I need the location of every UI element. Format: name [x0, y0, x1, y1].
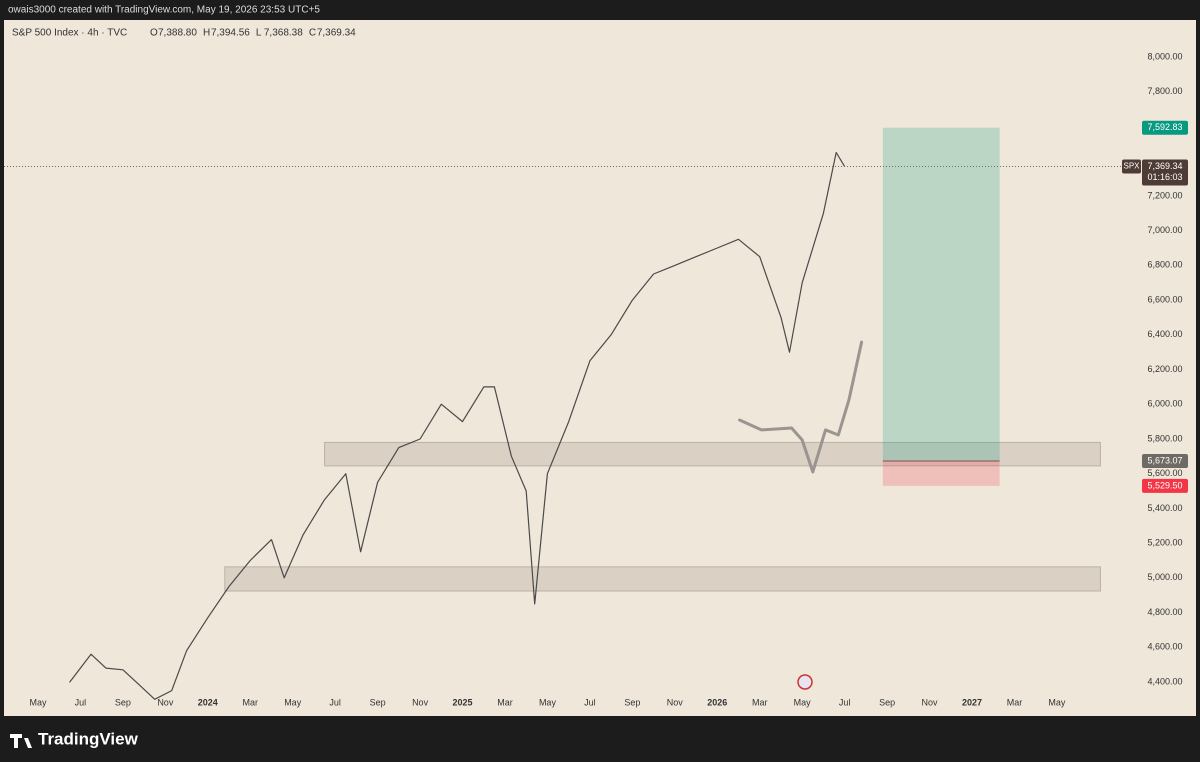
ohlc-value: 7,394.56 [211, 28, 250, 39]
x-tick-label: Jul [839, 697, 851, 707]
x-tick-label: Sep [115, 697, 131, 707]
ohlc-key: O [150, 28, 158, 39]
chart-title: S&P 500 Index · 4h · TVC [12, 28, 127, 39]
price-badge-label: 5,673.07 [1147, 455, 1182, 465]
x-tick-label: 2025 [453, 697, 473, 707]
y-tick-label: 5,600.00 [1147, 468, 1182, 478]
symbol-badge [1122, 159, 1141, 174]
price-badge-label: 5,529.50 [1147, 480, 1182, 490]
y-tick-label: 5,200.00 [1147, 537, 1182, 547]
price-badge [1142, 453, 1188, 468]
x-tick-label: Sep [879, 697, 895, 707]
y-tick-label: 5,800.00 [1147, 433, 1182, 443]
y-tick-label: 5,400.00 [1147, 503, 1182, 513]
y-tick-label: 7,200.00 [1147, 190, 1182, 200]
event-icon[interactable] [797, 674, 813, 690]
x-tick-label: Nov [922, 697, 939, 707]
x-tick-label: Jul [584, 697, 596, 707]
x-tick-label: Sep [370, 697, 386, 707]
x-tick-label: Nov [667, 697, 684, 707]
x-tick-label: Mar [497, 697, 513, 707]
symbol-label: SPX [1123, 162, 1140, 171]
y-tick-label: 7,000.00 [1147, 225, 1182, 235]
ohlc-value: 7,368.38 [264, 28, 303, 39]
x-tick-label: May [539, 697, 557, 707]
x-tick-label: 2026 [707, 697, 727, 707]
x-tick-label: Jul [75, 697, 87, 707]
x-tick-label: Mar [752, 697, 768, 707]
y-tick-label: 6,800.00 [1147, 260, 1182, 270]
y-tick-label: 7,800.00 [1147, 86, 1182, 96]
ohlc-key: C [309, 28, 316, 39]
y-tick-label: 5,000.00 [1147, 572, 1182, 582]
x-tick-label: Nov [412, 697, 429, 707]
y-tick-label: 6,600.00 [1147, 294, 1182, 304]
price-badge-label: 7,592.83 [1147, 122, 1182, 132]
zone [324, 441, 1101, 467]
price-line [69, 151, 846, 700]
credit: owais3000 created with TradingView.com, … [8, 5, 320, 16]
y-tick-label: 4,400.00 [1147, 676, 1182, 686]
y-tick-label: 6,000.00 [1147, 399, 1182, 409]
zone [224, 566, 1101, 592]
price-badge [1142, 120, 1188, 135]
price-badge [1142, 478, 1188, 493]
loss-zone [882, 460, 1000, 486]
logo-icon [10, 734, 32, 748]
price-line [738, 340, 864, 474]
y-tick-label: 4,600.00 [1147, 642, 1182, 652]
ohlc-key: H [203, 28, 210, 39]
x-tick-label: Sep [624, 697, 640, 707]
y-tick-label: 6,400.00 [1147, 329, 1182, 339]
x-tick-label: 2027 [962, 697, 982, 707]
x-tick-label: May [794, 697, 812, 707]
last-price-badge [1142, 159, 1188, 186]
last-price-label: 7,369.34 [1147, 161, 1182, 171]
ohlc-value: 7,369.34 [317, 28, 356, 39]
chart-panel [4, 20, 1196, 716]
countdown: 01:16:03 [1147, 172, 1182, 182]
ohlc-key: L [256, 28, 262, 39]
ohlc-value: 7,388.80 [158, 28, 197, 39]
x-tick-label: May [29, 697, 47, 707]
y-tick-label: 4,800.00 [1147, 607, 1182, 617]
x-tick-label: Jul [329, 697, 341, 707]
x-tick-label: May [284, 697, 302, 707]
x-tick-label: May [1048, 697, 1066, 707]
y-tick-label: 6,200.00 [1147, 364, 1182, 374]
brand: TradingView [38, 729, 139, 748]
x-tick-label: Mar [242, 697, 258, 707]
x-tick-label: Nov [157, 697, 174, 707]
profit-zone [882, 127, 1000, 461]
x-tick-label: Mar [1007, 697, 1023, 707]
y-tick-label: 8,000.00 [1147, 51, 1182, 61]
x-tick-label: 2024 [198, 697, 218, 707]
